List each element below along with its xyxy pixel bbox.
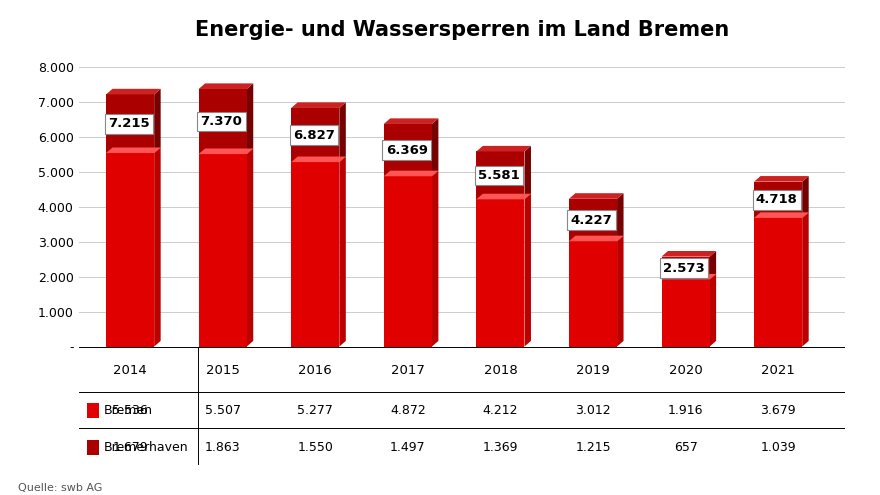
Polygon shape (754, 212, 809, 218)
Polygon shape (106, 89, 161, 95)
Bar (569, 241, 617, 346)
Polygon shape (246, 83, 253, 154)
Bar (662, 280, 709, 346)
Bar (106, 95, 154, 153)
Text: 6.369: 6.369 (385, 144, 428, 156)
Polygon shape (803, 212, 809, 346)
Text: 2018: 2018 (483, 364, 517, 377)
Title: Energie- und Wassersperren im Land Bremen: Energie- und Wassersperren im Land Breme… (194, 20, 730, 40)
Polygon shape (199, 148, 253, 154)
Bar (106, 153, 154, 346)
Polygon shape (617, 193, 624, 241)
Text: Bremen: Bremen (104, 404, 152, 417)
Bar (754, 218, 803, 346)
Polygon shape (662, 274, 716, 280)
Polygon shape (524, 194, 531, 346)
Text: 1.916: 1.916 (668, 404, 703, 417)
Text: 5.277: 5.277 (297, 404, 334, 417)
Text: 2019: 2019 (576, 364, 610, 377)
Text: 4.227: 4.227 (571, 213, 612, 227)
Polygon shape (384, 171, 438, 176)
Polygon shape (246, 148, 253, 346)
Polygon shape (340, 156, 346, 346)
Text: 3.679: 3.679 (760, 404, 796, 417)
Text: Bremerhaven: Bremerhaven (104, 441, 188, 454)
Polygon shape (662, 251, 716, 256)
Polygon shape (569, 193, 624, 199)
Text: 1.215: 1.215 (576, 441, 611, 454)
Text: 5.536: 5.536 (113, 404, 148, 417)
Polygon shape (384, 118, 438, 124)
Text: 2017: 2017 (391, 364, 425, 377)
Text: 1.497: 1.497 (390, 441, 426, 454)
Bar (87, 440, 99, 455)
Polygon shape (709, 251, 716, 280)
Polygon shape (106, 148, 161, 153)
Bar (199, 89, 246, 154)
Text: 1.863: 1.863 (205, 441, 240, 454)
Bar (662, 256, 709, 280)
Polygon shape (476, 194, 531, 199)
Bar (476, 151, 524, 199)
Bar (384, 124, 432, 176)
Bar (384, 176, 432, 346)
Text: 2016: 2016 (298, 364, 332, 377)
Polygon shape (199, 83, 253, 89)
Text: 657: 657 (673, 441, 698, 454)
Polygon shape (754, 176, 809, 182)
Text: 2015: 2015 (206, 364, 239, 377)
Polygon shape (709, 274, 716, 346)
Polygon shape (154, 89, 161, 153)
Bar (291, 108, 340, 162)
Polygon shape (617, 236, 624, 346)
Polygon shape (524, 146, 531, 199)
Text: 4.212: 4.212 (482, 404, 518, 417)
Polygon shape (291, 156, 346, 162)
Text: 1.550: 1.550 (297, 441, 334, 454)
Text: 5.507: 5.507 (205, 404, 241, 417)
Polygon shape (803, 176, 809, 218)
Polygon shape (432, 118, 438, 176)
Text: 2014: 2014 (114, 364, 147, 377)
Text: Quelle: swb AG: Quelle: swb AG (18, 483, 102, 493)
Text: 2.573: 2.573 (664, 261, 705, 275)
Text: 4.718: 4.718 (756, 194, 798, 206)
Text: 7.370: 7.370 (201, 115, 242, 128)
Bar (199, 154, 246, 346)
Polygon shape (340, 102, 346, 162)
Bar (569, 199, 617, 241)
Polygon shape (154, 148, 161, 346)
Text: 5.581: 5.581 (478, 169, 520, 182)
Text: 7.215: 7.215 (108, 117, 150, 130)
Text: 1.039: 1.039 (760, 441, 796, 454)
Polygon shape (291, 102, 346, 108)
Polygon shape (476, 146, 531, 151)
Text: 2021: 2021 (761, 364, 796, 377)
Text: 3.012: 3.012 (576, 404, 611, 417)
Bar (754, 182, 803, 218)
Text: 2020: 2020 (669, 364, 702, 377)
Text: 1.369: 1.369 (482, 441, 518, 454)
Polygon shape (569, 236, 624, 241)
Text: 6.827: 6.827 (293, 129, 335, 142)
Bar (476, 199, 524, 346)
Bar (87, 403, 99, 418)
Text: 1.679: 1.679 (113, 441, 148, 454)
Bar (291, 162, 340, 346)
Text: 4.872: 4.872 (390, 404, 426, 417)
Polygon shape (432, 171, 438, 346)
